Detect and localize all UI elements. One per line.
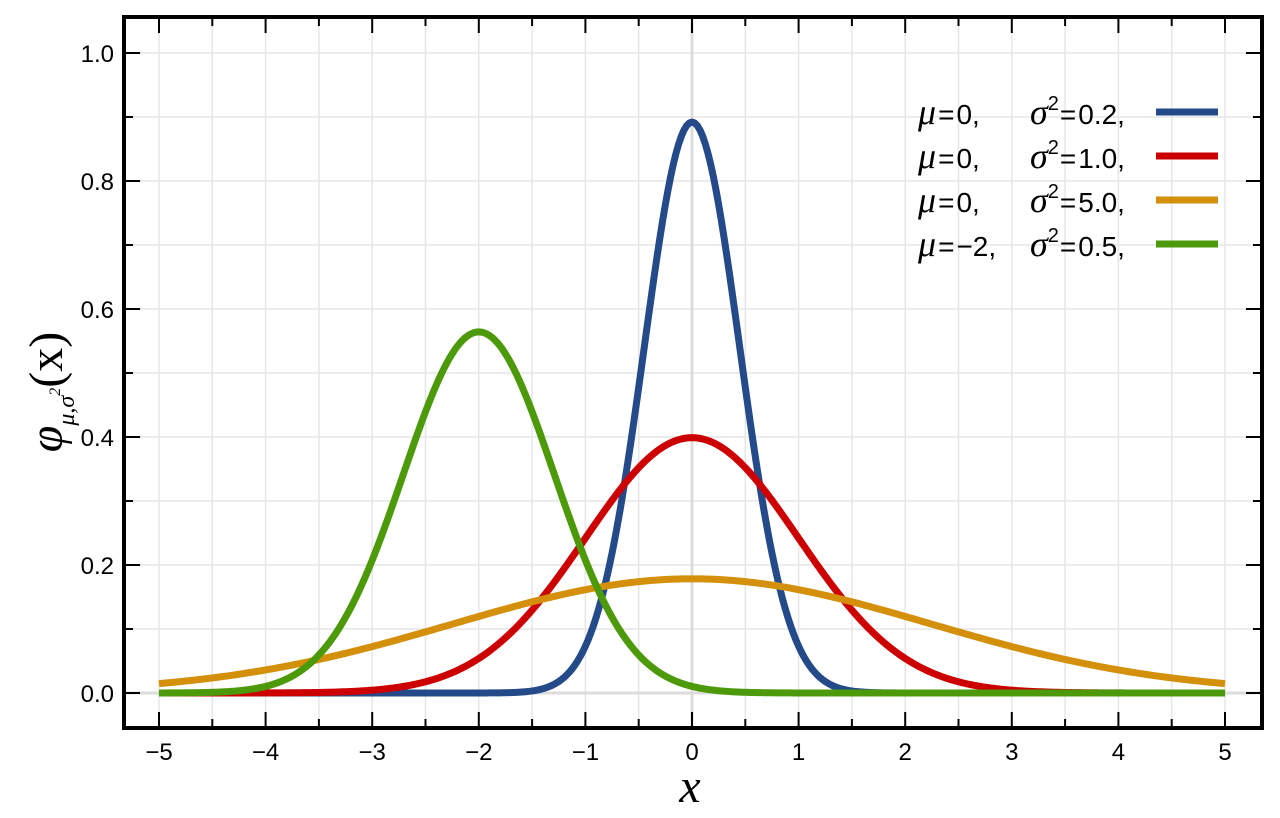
legend-sigma-value: 0.2, (1078, 99, 1125, 130)
y-tick-label: 0.2 (81, 553, 114, 580)
legend-mu-symbol: μ (917, 224, 936, 264)
legend-mu-eq: = (938, 143, 954, 174)
legend-entry-3: μ=0, σ2=5.0, (917, 180, 1218, 220)
x-axis-label: x (678, 760, 700, 813)
series-line-3 (158, 575, 1226, 688)
legend-mu-eq: = (938, 231, 954, 262)
legend-mu-value: 0, (956, 187, 979, 218)
y-axis-label: φμ,σ2(x) (20, 332, 80, 452)
legend-sigma-sup: 2 (1048, 93, 1059, 115)
legend-mu: μ=0, (917, 92, 980, 132)
legend-sigma-sup: 2 (1048, 137, 1059, 159)
x-tick-label: −2 (465, 739, 492, 766)
axis-ticks (124, 17, 1262, 728)
legend-sigma-symbol: σ (1030, 180, 1049, 220)
x-tick-label: −3 (359, 739, 386, 766)
legend-mu-symbol: μ (917, 92, 936, 132)
legend-sigma-value: 0.5, (1078, 231, 1125, 262)
legend-sigma-symbol: σ (1030, 92, 1049, 132)
legend-sigma: σ2=0.2, (1030, 92, 1125, 132)
svg-text:φμ,σ2(x): φμ,σ2(x) (20, 332, 80, 452)
series-lines (158, 118, 1226, 697)
x-tick-label: 3 (1005, 739, 1018, 766)
legend-entry-1: μ=0, σ2=0.2, (917, 92, 1218, 132)
legend-mu-value: 0, (956, 143, 979, 174)
y-tick-label: 0.8 (81, 169, 114, 196)
x-tick-label: −5 (145, 739, 172, 766)
legend-mu: μ=0, (917, 136, 980, 176)
legend-mu-value: −2, (956, 231, 996, 262)
tick-labels: −5 −4 −3 −2 −1 0 1 2 3 4 5 0.0 0.2 0.4 0.6 0.8 1.0 (81, 41, 1232, 766)
legend-sigma-symbol: σ (1030, 224, 1049, 264)
x-tick-label: −1 (572, 739, 599, 766)
x-tick-label: 0 (685, 739, 698, 766)
x-tick-label: 4 (1112, 739, 1125, 766)
y-tick-label: 1.0 (81, 41, 114, 68)
x-tick-label: 1 (792, 739, 805, 766)
legend-entry-4: μ=−2, σ2=0.5, (917, 224, 1218, 264)
legend-mu-value: 0, (956, 99, 979, 130)
y-tick-label: 0.6 (81, 297, 114, 324)
legend-mu-symbol: μ (917, 136, 936, 176)
legend-sigma-sup: 2 (1048, 225, 1059, 247)
y-tick-label: 0.0 (81, 681, 114, 708)
legend-mu-symbol: μ (917, 180, 936, 220)
legend-sigma: σ2=1.0, (1030, 136, 1125, 176)
legend-sigma: σ2=5.0, (1030, 180, 1125, 220)
legend-entry-2: μ=0, σ2=1.0, (917, 136, 1218, 176)
legend-mu: μ=−2, (917, 224, 996, 264)
series-line-4 (158, 328, 1226, 697)
y-label-arg: (x) (20, 332, 73, 388)
y-label-sub: μ,σ (54, 395, 80, 427)
y-label-base: φ (20, 426, 73, 453)
legend-sigma-eq: = (1060, 143, 1076, 174)
legend-sigma: σ2=0.5, (1030, 224, 1125, 264)
legend-mu-eq: = (938, 99, 954, 130)
legend-sigma-eq: = (1060, 99, 1076, 130)
x-tick-label: −4 (252, 739, 279, 766)
legend-sigma-value: 1.0, (1078, 143, 1125, 174)
legend-sigma-eq: = (1060, 187, 1076, 218)
legend-sigma-symbol: σ (1030, 136, 1049, 176)
y-label-sup: 2 (47, 388, 64, 396)
legend-mu: μ=0, (917, 180, 980, 220)
legend: μ=0, σ2=0.2,μ=0, σ2=1.0,μ=0, σ2=5.0,μ=−2, σ2… (917, 92, 1218, 264)
x-tick-label: 5 (1218, 739, 1231, 766)
legend-sigma-eq: = (1060, 231, 1076, 262)
y-tick-label: 0.4 (81, 425, 114, 452)
x-tick-label: 2 (899, 739, 912, 766)
legend-sigma-value: 5.0, (1078, 187, 1125, 218)
legend-sigma-sup: 2 (1048, 181, 1059, 203)
legend-mu-eq: = (938, 187, 954, 218)
